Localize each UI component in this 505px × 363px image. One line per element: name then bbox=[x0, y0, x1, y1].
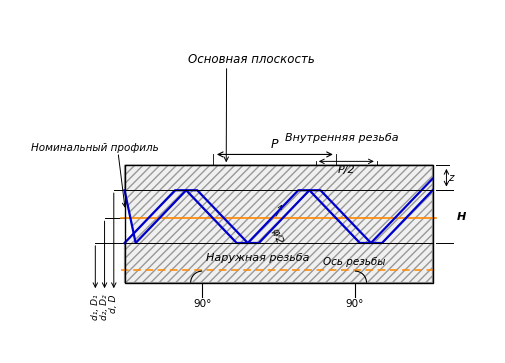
Text: Внутренняя резьба: Внутренняя резьба bbox=[285, 133, 398, 143]
Polygon shape bbox=[124, 165, 432, 243]
Text: Номинальный профиль: Номинальный профиль bbox=[31, 143, 159, 153]
Polygon shape bbox=[124, 179, 432, 283]
Bar bbox=[124, 165, 432, 283]
Text: z: z bbox=[447, 173, 452, 183]
Text: 90°: 90° bbox=[192, 299, 211, 309]
Text: d₁, D₁: d₁, D₁ bbox=[90, 294, 99, 320]
Text: d₂, D₂: d₂, D₂ bbox=[100, 294, 109, 320]
Text: Наружная резьба: Наружная резьба bbox=[205, 253, 309, 264]
Text: φ/2: φ/2 bbox=[269, 227, 283, 246]
Text: Основная плоскость: Основная плоскость bbox=[188, 53, 315, 66]
Text: Ось резьбы: Ось резьбы bbox=[322, 257, 385, 267]
Text: H: H bbox=[457, 212, 466, 222]
Text: P: P bbox=[271, 138, 278, 151]
Text: 90°: 90° bbox=[345, 299, 364, 309]
Text: P/2: P/2 bbox=[337, 165, 355, 175]
Text: d, D: d, D bbox=[109, 294, 118, 313]
